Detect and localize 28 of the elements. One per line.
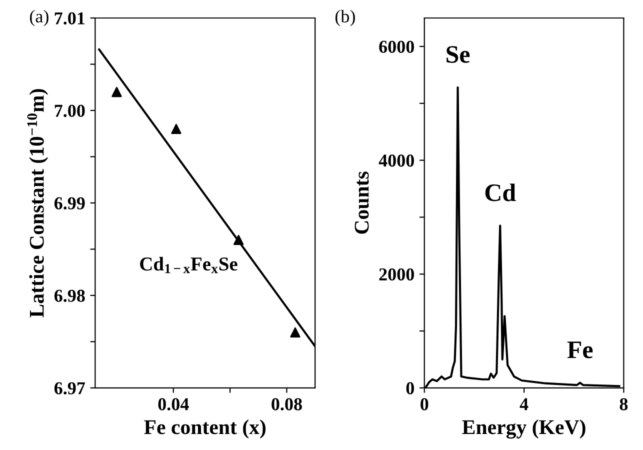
y-tick-label: 0: [406, 382, 414, 394]
y-axis-title: Counts: [354, 172, 369, 234]
point: [171, 124, 182, 134]
x-tick-label: 8: [620, 398, 628, 410]
annotation: Se: [446, 46, 470, 63]
annotation: Cd$_{1−x}$Fe$_{x}$Se: [140, 256, 238, 274]
y-tick-label: 2000: [379, 268, 414, 281]
text: (a): [30, 10, 48, 26]
x-tick-label: 0.08: [272, 398, 302, 410]
point: [290, 327, 300, 338]
point: [112, 86, 122, 98]
annotation: Cd: [485, 184, 516, 202]
x-tick-label: 0.04: [158, 398, 189, 410]
x-axis-title: Energy (KeV): [462, 420, 586, 439]
text: 7.00: [54, 104, 85, 117]
point: [233, 234, 244, 246]
x-tick-label: 4: [520, 398, 528, 410]
x-tick-label: 0: [420, 398, 428, 410]
x-axis-title: Fe content (x): [144, 420, 266, 438]
y-tick-label: 6000: [379, 40, 414, 53]
y-tick-label: 6.98: [54, 290, 85, 302]
y-tick-label: 4000: [378, 154, 414, 167]
y-tick-label: 7.01: [54, 12, 85, 25]
y-tick-label: 6.99: [54, 197, 85, 210]
y-tick-label: 6.97: [54, 382, 85, 394]
text: (b): [335, 10, 355, 26]
y-axis-title: Lattice Constant (10$^{−10}$m): [27, 89, 48, 318]
annotation: Fe: [567, 342, 593, 358]
